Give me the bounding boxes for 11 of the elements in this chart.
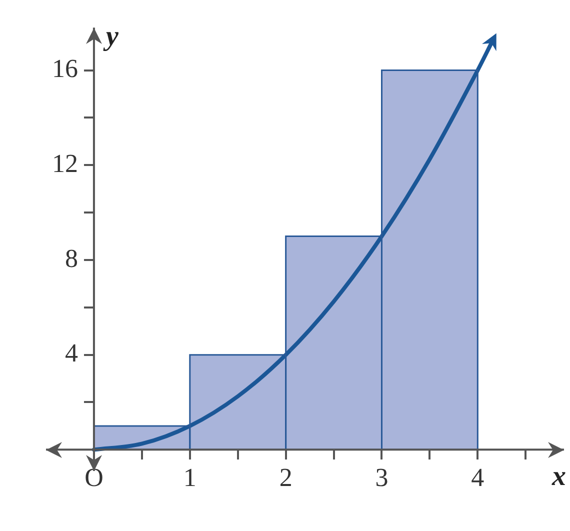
x-tick-label: 3 (375, 463, 388, 492)
x-tick-label: 4 (471, 463, 484, 492)
x-tick-label: 1 (183, 463, 196, 492)
y-tick-label: 12 (52, 148, 78, 178)
x-tick-label: 2 (279, 463, 292, 492)
y-tick-label: 4 (64, 338, 78, 368)
y-axis-title: y (102, 20, 119, 52)
x-axis-title: x (551, 460, 566, 492)
y-tick-label: 8 (64, 244, 78, 273)
y-tick-label: 16 (52, 54, 78, 84)
x-tick-label: O (84, 463, 104, 492)
